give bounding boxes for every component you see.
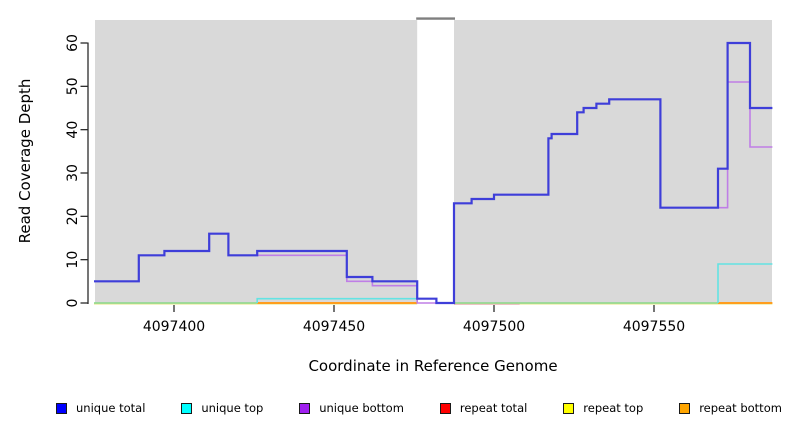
legend-label: unique top (201, 401, 264, 415)
y-tick-label: 20 (65, 207, 81, 225)
legend-label: repeat total (459, 401, 528, 415)
x-tick-label: 4097400 (143, 319, 205, 335)
legend-label: unique total (76, 401, 146, 415)
legend-label: repeat top (583, 401, 644, 415)
legend-item-unique-top: unique top (181, 401, 263, 415)
legend-item-repeat-total: repeat total (439, 401, 528, 415)
x-tick-label: 4097500 (463, 319, 525, 335)
x-axis: 4097400 4097450 4097500 4097550 Coordinate … (143, 305, 685, 375)
repeat-top-swatch-icon (563, 402, 575, 414)
x-axis-ticks: 4097400 4097450 4097500 4097550 (143, 305, 685, 335)
legend-label: repeat bottom (699, 401, 782, 415)
y-axis-title: Read Coverage Depth (16, 79, 34, 244)
y-tick-label: 50 (65, 77, 81, 95)
y-axis: 0 10 20 30 40 50 60 Read Coverage Depth (16, 34, 89, 307)
unique-total-swatch-icon (56, 402, 67, 414)
series-line-unique-top (256, 297, 418, 303)
y-axis-ticks: 0 10 20 30 40 50 60 (65, 34, 88, 307)
legend-item-unique-total: unique total (56, 401, 145, 415)
y-tick-label: 10 (65, 251, 81, 269)
legend-item-repeat-top: repeat top (563, 401, 643, 415)
coverage-chart: 0 10 20 30 40 50 60 Read Coverage Depth 409740… (16, 17, 773, 375)
y-tick-label: 30 (65, 164, 81, 182)
x-axis-title: Coordinate in Reference Genome (308, 357, 557, 375)
gap-rect (417, 19, 454, 303)
no-data-gap-band (416, 17, 455, 303)
unique-bottom-swatch-icon (299, 402, 311, 414)
unique-top-swatch-icon (181, 402, 193, 414)
chart-legend: unique total unique top unique bottom re… (0, 395, 792, 421)
series-layer (94, 41, 773, 305)
x-tick-label: 4097450 (303, 319, 365, 335)
legend-label: unique bottom (319, 401, 404, 415)
y-tick-label: 0 (65, 299, 81, 308)
repeat-bottom-swatch-icon (679, 402, 691, 414)
y-tick-label: 60 (65, 34, 81, 52)
legend-item-unique-bottom: unique bottom (299, 401, 404, 415)
series-line-unique-total (94, 41, 773, 305)
y-tick-label: 40 (65, 121, 81, 139)
repeat-total-swatch-icon (439, 402, 451, 414)
x-tick-label: 4097550 (623, 319, 685, 335)
legend-item-repeat-bottom: repeat bottom (679, 401, 782, 415)
series-line-unique-top (717, 263, 773, 303)
